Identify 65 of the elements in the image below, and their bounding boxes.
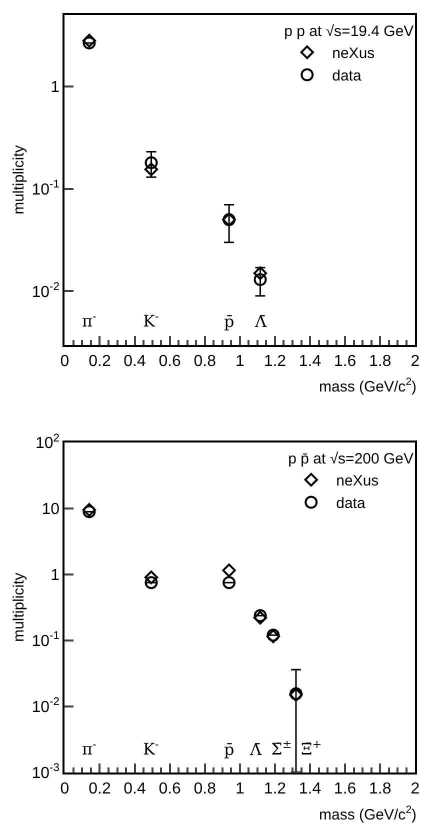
legend-label: data bbox=[336, 495, 366, 512]
x-tick-label: 1.2 bbox=[264, 352, 286, 370]
x-axis-title: mass (GeV/c$^{2}$) bbox=[319, 804, 417, 824]
x-tick-label: 0.8 bbox=[194, 352, 216, 370]
x-tick-label: 1.6 bbox=[334, 352, 356, 370]
annotation: Λ̄ bbox=[254, 312, 267, 331]
legend-title: p p at √s=19.4 GeV bbox=[284, 23, 414, 40]
x-tick-label: 0.2 bbox=[88, 780, 111, 798]
point bbox=[254, 273, 267, 286]
x-tick-label: 1 bbox=[235, 780, 244, 798]
point bbox=[253, 610, 268, 625]
y-tick-label: 1 bbox=[50, 79, 60, 96]
y-tick-label: 10$^{2}$ bbox=[35, 432, 60, 452]
annotation: p̄ bbox=[224, 312, 234, 331]
x-tick-label: 1.4 bbox=[298, 352, 322, 370]
y-tick-label: 10$^{-1}$ bbox=[32, 630, 60, 650]
y-tick-label: 10 bbox=[42, 500, 60, 518]
x-tick-label: 0.6 bbox=[158, 352, 182, 370]
point bbox=[82, 505, 96, 518]
y-tick-label: 10$^{-3}$ bbox=[32, 762, 60, 782]
point bbox=[222, 564, 236, 578]
point bbox=[253, 266, 268, 280]
x-tick-label: 1.6 bbox=[334, 780, 356, 798]
y-axis-title: multiplicity bbox=[10, 144, 28, 214]
legend-label: data bbox=[332, 68, 362, 85]
point bbox=[144, 576, 158, 590]
x-tick-label: 0.6 bbox=[158, 780, 182, 798]
x-axis-title: mass (GeV/c$^{2}$) bbox=[319, 376, 417, 396]
x-tick-label: 2 bbox=[410, 352, 420, 370]
legend-title: p p̄ at √s=200 GeV bbox=[288, 450, 414, 468]
annotation: Σ̄$^{±}$ bbox=[271, 738, 292, 759]
x-tick-label: 0.4 bbox=[124, 352, 146, 370]
legend-label: neXus bbox=[332, 45, 375, 62]
point bbox=[82, 36, 96, 50]
x-tick-label: 2 bbox=[410, 780, 420, 798]
annotation: Λ̄ bbox=[249, 740, 262, 759]
y-tick-label: 10$^{-2}$ bbox=[32, 696, 60, 716]
annotation: K$^{-}$ bbox=[143, 310, 159, 331]
y-tick-label: 1 bbox=[50, 566, 60, 584]
x-tick-label: 1 bbox=[235, 352, 244, 370]
x-tick-label: 1.4 bbox=[298, 780, 322, 798]
y-tick-label: 10$^{-2}$ bbox=[32, 281, 60, 301]
point bbox=[82, 34, 96, 48]
x-tick-label: 0 bbox=[60, 780, 70, 798]
point bbox=[144, 162, 158, 176]
x-tick-label: 1.2 bbox=[264, 780, 286, 798]
point bbox=[222, 576, 236, 590]
x-tick-label: 0.2 bbox=[88, 352, 111, 370]
annotation: p̄ bbox=[224, 740, 234, 759]
annotation: π$^{-}$ bbox=[82, 738, 97, 759]
point bbox=[144, 570, 158, 584]
point bbox=[144, 156, 158, 170]
annotation: π$^{-}$ bbox=[82, 310, 97, 331]
annotation: Ξ̄$^{+}$ bbox=[301, 738, 322, 759]
point bbox=[254, 609, 267, 622]
annotation: K$^{-}$ bbox=[143, 738, 159, 759]
point bbox=[82, 502, 96, 517]
x-tick-label: 1.8 bbox=[368, 780, 392, 798]
y-axis-title: multiplicity bbox=[10, 572, 28, 642]
y-tick-label: 10$^{-1}$ bbox=[32, 178, 60, 198]
x-tick-label: 1.8 bbox=[368, 352, 392, 370]
x-tick-label: 0.4 bbox=[124, 780, 146, 798]
legend-label: neXus bbox=[336, 472, 379, 490]
x-tick-label: 0.8 bbox=[194, 780, 216, 798]
x-tick-label: 0 bbox=[60, 352, 70, 370]
